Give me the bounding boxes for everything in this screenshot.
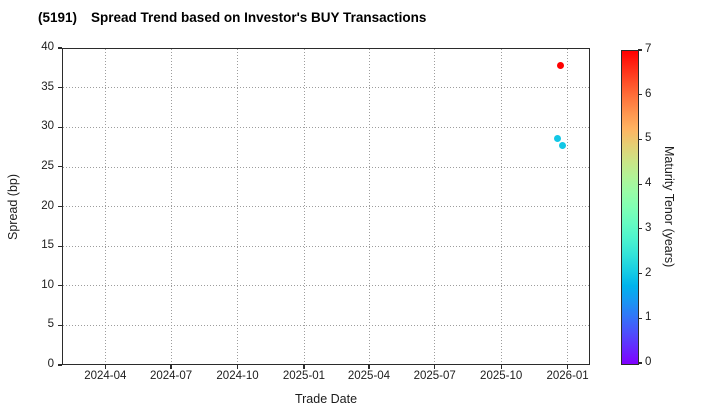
x-tick-mark: [500, 365, 502, 369]
colorbar-label: Maturity Tenor (years): [662, 145, 676, 268]
colorbar-tick-mark: [638, 183, 642, 185]
x-tick-mark: [170, 365, 172, 369]
colorbar-tick-label: 6: [645, 87, 652, 100]
colorbar-tick-label: 5: [645, 132, 652, 145]
y-gridline: [63, 245, 589, 247]
y-gridline: [63, 126, 589, 128]
x-tick-label: 2026-01: [546, 370, 589, 382]
y-tick-label: 5: [47, 318, 54, 331]
x-tick-mark: [368, 365, 370, 369]
y-tick-mark: [58, 47, 62, 49]
colorbar-tick-mark: [638, 138, 642, 141]
colorbar-tick-mark: [638, 49, 642, 51]
x-tick-label: 2025-04: [347, 370, 391, 382]
x-tick-label: 2025-10: [480, 370, 523, 382]
y-tick-label: 15: [41, 239, 54, 252]
x-tick-mark: [567, 365, 569, 369]
x-tick-label: 2024-04: [84, 370, 127, 382]
y-tick-mark: [58, 87, 62, 89]
x-axis-label: Trade Date: [294, 392, 358, 406]
colorbar-tick-label: 1: [645, 311, 652, 324]
colorbar-tick-label: 7: [645, 43, 652, 55]
chart-title-text: Spread Trend based on Investor's BUY Tra…: [91, 10, 427, 25]
y-gridline: [63, 87, 589, 89]
data-point: [554, 134, 562, 142]
data-point: [558, 142, 566, 150]
colorbar-tick-mark: [638, 228, 642, 230]
x-tick-mark: [303, 365, 305, 369]
y-tick-label: 25: [41, 159, 54, 172]
y-tick-label: 10: [41, 278, 54, 291]
colorbar-tick-label: 4: [645, 177, 652, 190]
colorbar-tick-mark: [638, 317, 642, 319]
colorbar-tick-mark: [638, 272, 642, 275]
x-tick-label: 2024-10: [216, 370, 259, 382]
y-gridline: [63, 206, 589, 208]
y-tick-mark: [58, 126, 62, 128]
x-tick-mark: [104, 365, 106, 369]
y-tick-label: 35: [41, 80, 54, 93]
y-tick-mark: [58, 324, 62, 326]
x-tick-label: 2025-01: [282, 370, 326, 382]
data-point: [556, 62, 564, 70]
plot-area: [62, 48, 590, 365]
y-tick-mark: [58, 364, 62, 366]
y-tick-label: 40: [41, 41, 54, 53]
chart-title: (5191) Spread Trend based on Investor's B…: [38, 10, 426, 25]
y-gridline: [63, 285, 589, 287]
y-tick-mark: [58, 285, 62, 287]
colorbar: [621, 50, 639, 365]
y-tick-mark: [58, 245, 62, 247]
y-tick-label: 30: [41, 120, 54, 133]
y-tick-mark: [58, 205, 62, 208]
ticker-code: (5191): [38, 10, 78, 25]
y-gridline: [63, 166, 589, 168]
colorbar-tick-mark: [638, 362, 642, 364]
y-tick-mark: [58, 166, 62, 168]
x-tick-mark: [236, 365, 239, 369]
colorbar-tick-label: 2: [645, 266, 652, 279]
colorbar-tick-label: 3: [645, 221, 652, 234]
x-tick-label: 2024-07: [149, 370, 193, 382]
y-gridline: [63, 325, 589, 327]
x-tick-label: 2025-07: [413, 370, 456, 382]
colorbar-tick-mark: [638, 94, 642, 96]
y-tick-label: 20: [41, 199, 54, 212]
colorbar-tick-label: 0: [645, 356, 652, 368]
x-tick-mark: [434, 365, 436, 369]
y-tick-label: 0: [47, 358, 54, 370]
